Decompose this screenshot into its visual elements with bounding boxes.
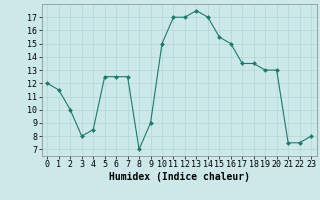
- X-axis label: Humidex (Indice chaleur): Humidex (Indice chaleur): [109, 172, 250, 182]
